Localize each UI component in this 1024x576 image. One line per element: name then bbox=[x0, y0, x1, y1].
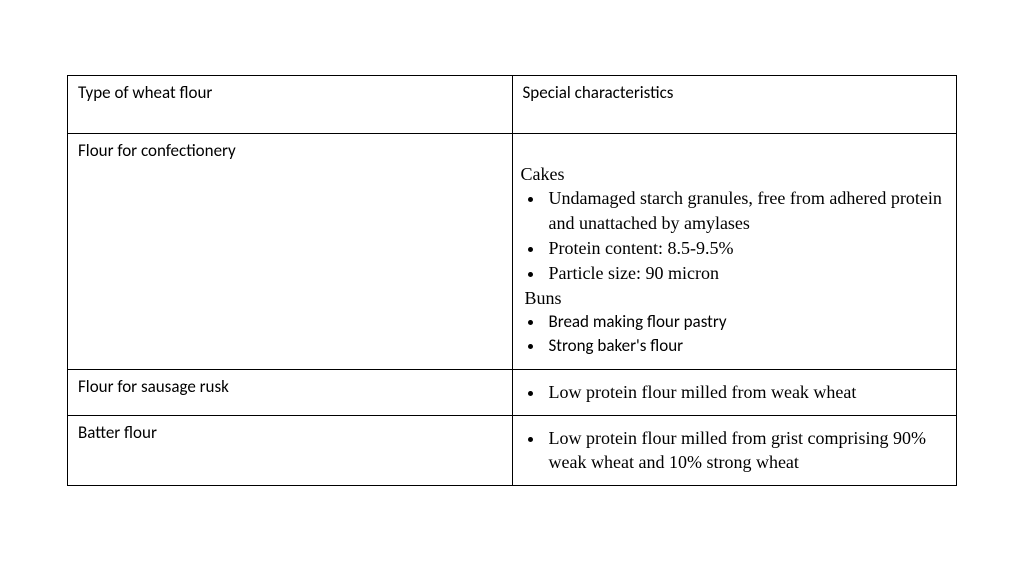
cell-char-batter: Low protein flour milled from grist comp… bbox=[512, 415, 957, 486]
buns-list: Bread making flour pastry Strong baker's… bbox=[523, 311, 947, 358]
list-item: Bread making flour pastry bbox=[545, 311, 947, 334]
flour-table: Type of wheat flour Special characterist… bbox=[67, 75, 957, 486]
table-row: Batter flour Low protein flour milled fr… bbox=[68, 415, 957, 486]
list-item: Strong baker's flour bbox=[545, 335, 947, 358]
cell-type-batter: Batter flour bbox=[68, 415, 513, 486]
cell-char-sausage: Low protein flour milled from weak wheat bbox=[512, 369, 957, 415]
table-row: Flour for confectionery Cakes Undamaged … bbox=[68, 133, 957, 369]
header-col-characteristics: Special characteristics bbox=[512, 76, 957, 134]
list-item: Low protein flour milled from weak wheat bbox=[545, 380, 947, 404]
table-row: Flour for sausage rusk Low protein flour… bbox=[68, 369, 957, 415]
cell-type-sausage: Flour for sausage rusk bbox=[68, 369, 513, 415]
list-item: Particle size: 90 micron bbox=[545, 261, 947, 285]
cell-type-confectionery: Flour for confectionery bbox=[68, 133, 513, 369]
sausage-list: Low protein flour milled from weak wheat bbox=[523, 380, 947, 404]
cell-char-confectionery: Cakes Undamaged starch granules, free fr… bbox=[512, 133, 957, 369]
cakes-list: Undamaged starch granules, free from adh… bbox=[523, 186, 947, 285]
list-item: Low protein flour milled from grist comp… bbox=[545, 426, 947, 475]
list-item: Protein content: 8.5-9.5% bbox=[545, 236, 947, 260]
section-label-cakes: Cakes bbox=[521, 162, 947, 186]
table-header-row: Type of wheat flour Special characterist… bbox=[68, 76, 957, 134]
batter-list: Low protein flour milled from grist comp… bbox=[523, 426, 947, 475]
list-item: Undamaged starch granules, free from adh… bbox=[545, 186, 947, 235]
section-label-buns: Buns bbox=[525, 286, 947, 310]
header-col-type: Type of wheat flour bbox=[68, 76, 513, 134]
